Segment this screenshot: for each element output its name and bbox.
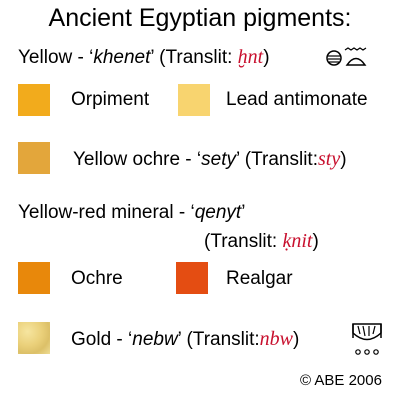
orpiment-label: Orpiment (71, 89, 150, 110)
yellow-ochre-swatch (18, 142, 50, 174)
page-title: Ancient Egyptian pigments: (48, 4, 352, 32)
realgar-swatch (176, 262, 208, 294)
gold-swatch (18, 322, 50, 354)
lead-antimonate-label: Lead antimonate (226, 89, 368, 110)
realgar-label: Realgar (226, 268, 293, 289)
orpiment-swatch (18, 84, 50, 116)
khenet-hieroglyph-icon (326, 47, 367, 66)
yellow-red-translit: (Translit: ḳnit) (204, 230, 319, 252)
ochre-label: Ochre (71, 268, 123, 289)
lead-antimonate-swatch (178, 84, 210, 116)
nebw-hieroglyph-icon (352, 323, 382, 355)
ochre-swatch (18, 262, 50, 294)
yellow-heading: Yellow - ‘khenet’ (Translit: ḫnt) (18, 46, 270, 68)
gold-label: Gold - ‘nebw’ (Translit:nbw) (71, 328, 300, 350)
copyright: © ABE 2006 (300, 372, 382, 389)
yellow-ochre-label: Yellow ochre - ‘sety’ (Translit:sty) (73, 148, 347, 170)
yellow-red-heading: Yellow-red mineral - ‘qenyt’ (18, 202, 246, 223)
